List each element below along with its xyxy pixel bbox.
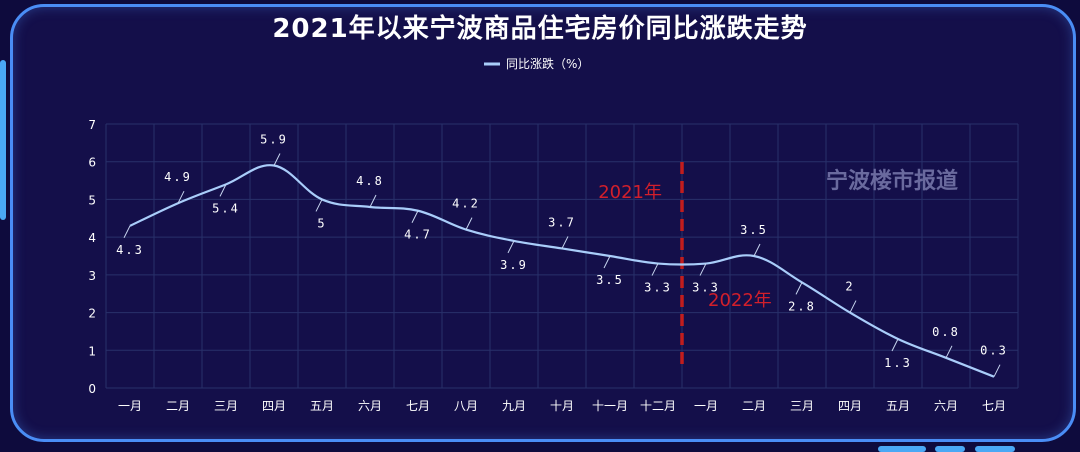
data-label: 5 [317,216,326,230]
label-leader [507,240,515,254]
x-tick-label: 六月 [934,399,958,413]
y-tick-label: 3 [88,269,96,283]
label-leader [699,263,707,276]
x-tick-label: 十二月 [640,399,676,413]
label-leader [273,153,281,166]
data-label: 1.3 [884,356,912,370]
x-tick-label: 四月 [838,399,862,413]
y-tick-label: 6 [88,156,96,170]
y-tick-label: 4 [88,231,96,245]
data-label: 4.8 [356,174,384,188]
legend: 同比涨跌（%） [484,56,589,71]
x-tick-label: 四月 [262,399,286,413]
label-leader [123,225,131,239]
y-tick-label: 2 [88,307,96,321]
label-leader [411,210,419,223]
x-tick-label: 六月 [358,399,382,413]
year-label-2022: 2022年 [708,290,772,311]
x-tick-label: 五月 [310,399,334,413]
x-axis: 一月 二月 三月 四月 五月 六月 七月 八月 九月 十月 十一月 十二月 一月 二月 三月 四月 五月 六月 七月 [118,399,1006,413]
x-tick-label: 十月 [550,399,574,413]
y-tick-label: 7 [88,118,96,132]
data-label: 5.9 [260,132,288,146]
x-tick-label: 七月 [982,399,1006,413]
label-leader [603,255,611,269]
label-leader [369,194,377,208]
data-label: 2.8 [788,299,816,313]
label-leader [753,243,761,257]
label-leader [651,263,659,276]
y-axis: 0 1 2 3 4 5 6 7 [88,118,96,396]
data-label: 4.2 [452,197,480,211]
grid [105,123,1019,389]
data-label: 5.4 [212,201,240,215]
series-line [129,164,995,378]
data-label: 3.3 [644,281,672,295]
data-label: 4.9 [164,170,192,184]
data-label: 4.7 [404,228,432,242]
year-label-2021: 2021年 [598,182,662,203]
chart-frame [10,4,1076,442]
label-leader [795,282,803,295]
y-tick-label: 0 [88,382,96,396]
label-leader [177,190,185,204]
left-frame-tab [0,60,6,220]
y-tick-label: 1 [88,344,96,358]
x-tick-label: 二月 [742,399,766,413]
x-tick-label: 十一月 [592,399,628,413]
x-tick-label: 五月 [886,399,910,413]
x-tick-label: 三月 [790,399,814,413]
data-label: 3.3 [692,281,720,295]
x-tick-label: 一月 [694,399,718,413]
bottom-frame-tab [878,446,926,452]
y-tick-label: 5 [88,193,96,207]
label-leader [849,300,857,313]
data-label: 3.5 [740,223,768,237]
data-label: 3.9 [500,258,528,272]
data-label: 0.8 [932,325,960,339]
chart-title: 2021年以来宁波商品住宅房价同比涨跌走势 [272,14,808,44]
label-leader [945,345,953,359]
x-tick-label: 八月 [454,399,478,413]
x-tick-label: 七月 [406,399,430,413]
label-leader [315,199,323,212]
x-tick-label: 三月 [214,399,238,413]
legend-label: 同比涨跌（%） [506,56,589,71]
data-label: 4.3 [116,243,144,257]
label-leader [219,184,227,197]
data-label: 3.5 [596,273,624,287]
data-label: 3.7 [548,215,576,229]
data-label: 0.3 [980,344,1008,358]
label-leader [465,217,473,230]
data-labels: 4.3 4.9 5.4 5.9 5 4.8 4.7 4.2 3.9 3.7 3.5 3.3 3.3 3.5… [116,132,1008,377]
bottom-frame-tab [935,446,965,452]
label-leader [993,364,1001,377]
x-tick-label: 九月 [502,399,526,413]
data-label: 2 [845,280,854,294]
bottom-frame-tab [975,446,1015,452]
label-leader [891,338,899,352]
watermark-text: 宁波楼市报道 [826,168,958,194]
x-tick-label: 一月 [118,399,142,413]
label-leader [561,236,569,249]
x-tick-label: 二月 [166,399,190,413]
